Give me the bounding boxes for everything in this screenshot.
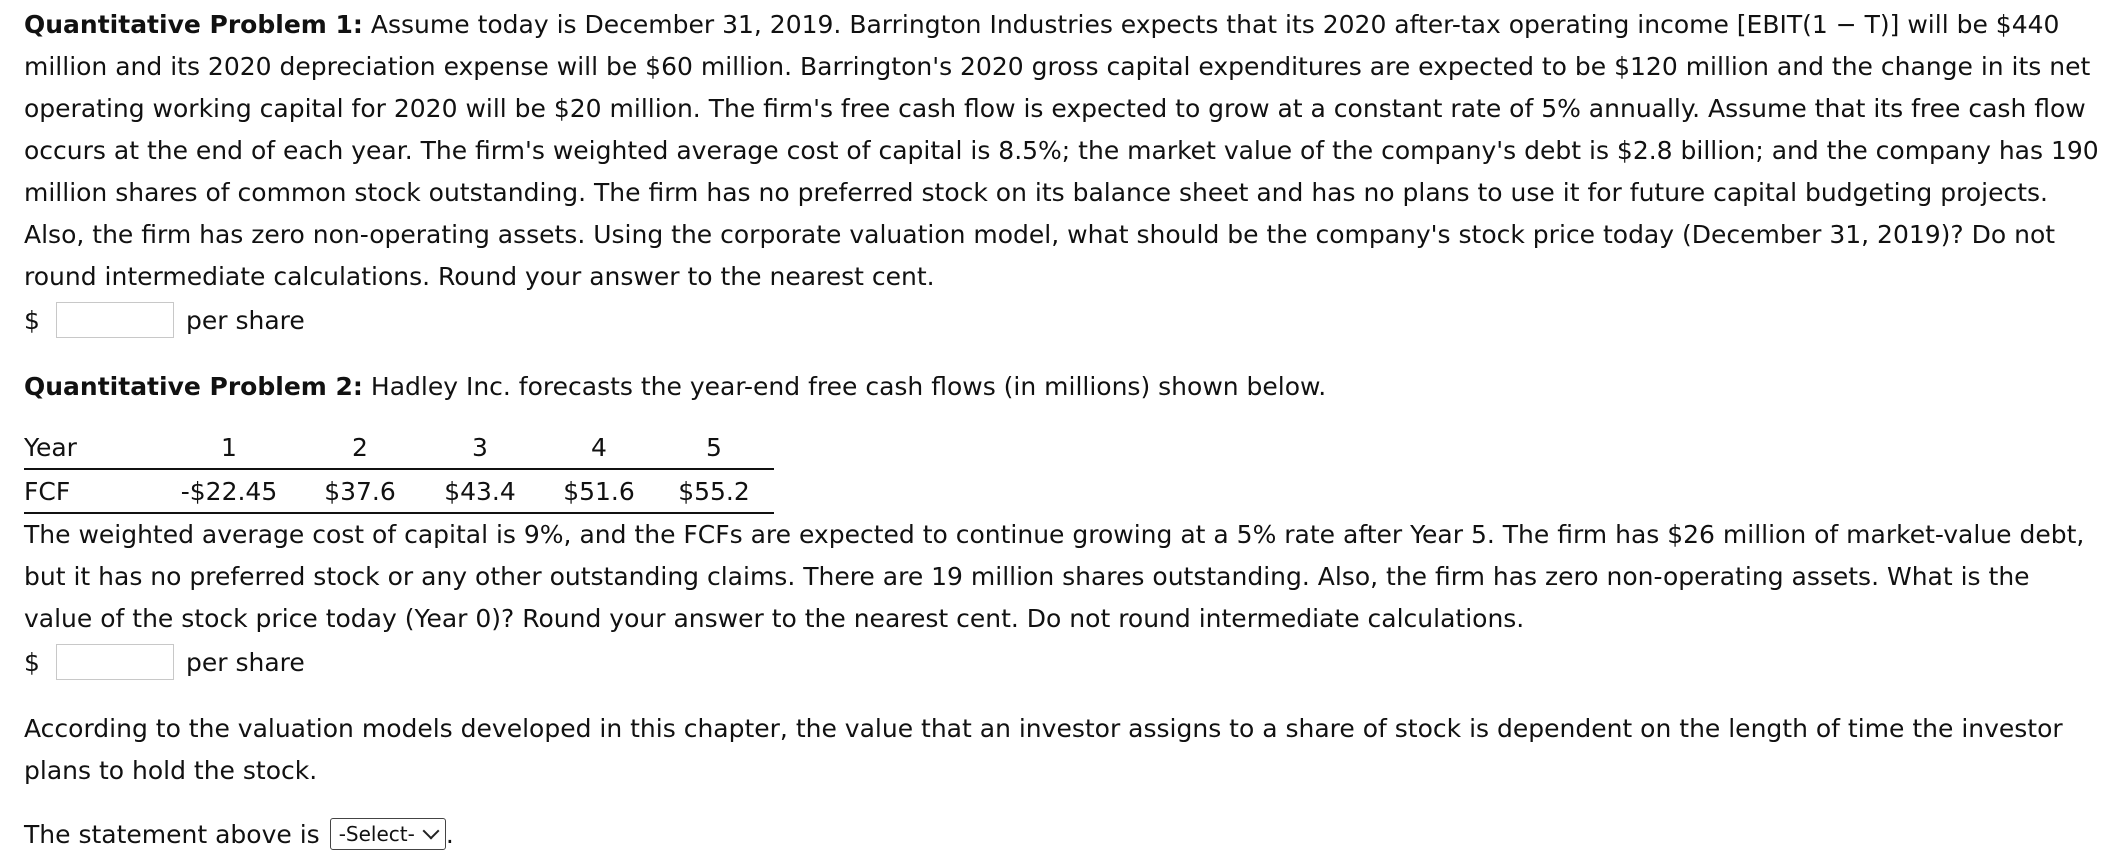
statement-select-row: The statement above is -Select- . <box>24 812 2126 856</box>
fcf-table-header-row: Year 1 2 3 4 5 <box>24 426 774 470</box>
fcf-table: Year 1 2 3 4 5 FCF -$22.45 $37.6 $43.4 $… <box>24 426 774 514</box>
fcf-cell: $43.4 <box>416 469 544 514</box>
problem1-paragraph: Quantitative Problem 1: Assume today is … <box>24 4 2104 298</box>
year-row-label: Year <box>24 426 154 470</box>
fcf-cell: $51.6 <box>544 469 654 514</box>
year-cell: 4 <box>544 426 654 470</box>
year-cell: 1 <box>154 426 304 470</box>
problem1-answer-row: $ per share <box>24 298 2126 342</box>
problem2-intro-paragraph: Quantitative Problem 2: Hadley Inc. fore… <box>24 366 2104 408</box>
year-cell: 5 <box>654 426 774 470</box>
year-cell: 3 <box>416 426 544 470</box>
problem2-unit: per share <box>186 647 305 677</box>
statement-select-dropdown[interactable]: -Select- <box>329 818 446 850</box>
problem2-intro: Hadley Inc. forecasts the year-end free … <box>370 372 1327 401</box>
problem2-currency: $ <box>24 647 40 677</box>
fcf-table-data-row: FCF -$22.45 $37.6 $43.4 $51.6 $55.2 <box>24 469 774 514</box>
problem2-heading: Quantitative Problem 2: <box>24 372 363 401</box>
problem2-answer-row: $ per share <box>24 640 2126 684</box>
problem1-answer-input[interactable] <box>56 302 174 338</box>
fcf-cell: -$22.45 <box>154 469 304 514</box>
statement-select-value: -Select- <box>338 822 415 846</box>
fcf-cell: $37.6 <box>304 469 416 514</box>
statement-paragraph: According to the valuation models develo… <box>24 714 2063 785</box>
problem1-heading: Quantitative Problem 1: <box>24 10 363 39</box>
problem2-answer-input[interactable] <box>56 644 174 680</box>
statement-prompt: The statement above is <box>24 819 320 849</box>
problem1-currency: $ <box>24 305 40 335</box>
problem1-unit: per share <box>186 305 305 335</box>
chevron-down-icon <box>422 822 440 840</box>
problem1-text: Assume today is December 31, 2019. Barri… <box>24 10 2099 291</box>
fcf-row-label: FCF <box>24 469 154 514</box>
fcf-cell: $55.2 <box>654 469 774 514</box>
problem2-paragraph: The weighted average cost of capital is … <box>24 520 2085 633</box>
statement-trailing-period: . <box>445 819 454 849</box>
year-cell: 2 <box>304 426 416 470</box>
